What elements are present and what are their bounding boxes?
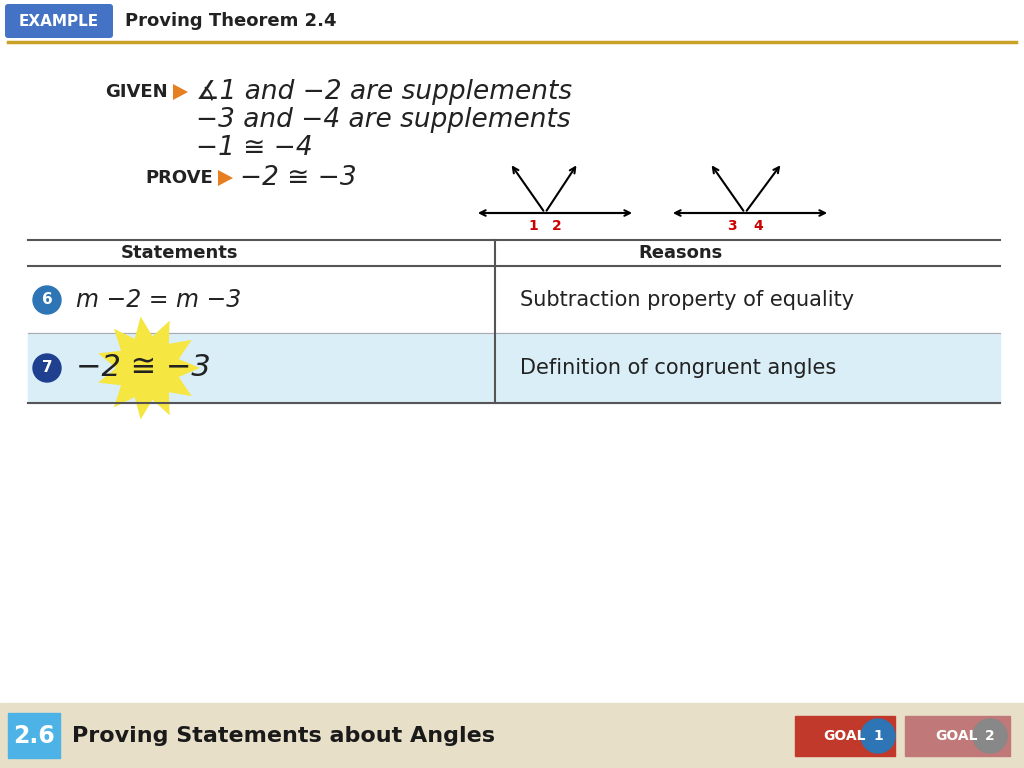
Text: Proving Statements about Angles: Proving Statements about Angles <box>72 726 495 746</box>
Bar <box>8 713 60 758</box>
Text: −1 ≅ −4: −1 ≅ −4 <box>196 135 312 161</box>
Text: m −2 = m −3: m −2 = m −3 <box>76 288 242 312</box>
Text: Definition of congruent angles: Definition of congruent angles <box>520 358 837 378</box>
Bar <box>795 716 895 756</box>
Text: GIVEN: GIVEN <box>105 83 168 101</box>
Polygon shape <box>218 170 233 186</box>
Text: ∡1 and −2 are supplements: ∡1 and −2 are supplements <box>196 79 572 105</box>
Text: 2: 2 <box>552 219 562 233</box>
Bar <box>28 333 1000 403</box>
Circle shape <box>33 286 61 314</box>
Text: 3: 3 <box>727 219 737 233</box>
Text: 1: 1 <box>873 729 883 743</box>
Circle shape <box>973 719 1007 753</box>
Text: PROVE: PROVE <box>145 169 213 187</box>
Text: 2: 2 <box>985 729 995 743</box>
Text: 1: 1 <box>528 219 538 233</box>
Text: Subtraction property of equality: Subtraction property of equality <box>520 290 854 310</box>
Circle shape <box>861 719 895 753</box>
Text: 4: 4 <box>753 219 763 233</box>
Text: EXAMPLE: EXAMPLE <box>18 14 99 28</box>
Circle shape <box>33 354 61 382</box>
Text: GOAL: GOAL <box>936 729 978 743</box>
Polygon shape <box>98 316 200 419</box>
Text: 7: 7 <box>42 360 52 376</box>
Text: GOAL: GOAL <box>823 729 866 743</box>
Text: Reasons: Reasons <box>638 244 722 262</box>
Bar <box>905 716 1010 756</box>
Text: 6: 6 <box>42 293 52 307</box>
Polygon shape <box>173 84 188 100</box>
Text: Statements: Statements <box>121 244 239 262</box>
Text: −3 and −4 are supplements: −3 and −4 are supplements <box>196 107 570 133</box>
Text: 2.6: 2.6 <box>13 724 55 748</box>
Text: −2 ≅ −3: −2 ≅ −3 <box>76 353 211 382</box>
Bar <box>0 703 1024 768</box>
FancyBboxPatch shape <box>5 4 113 38</box>
Text: −2 ≅ −3: −2 ≅ −3 <box>240 165 356 191</box>
Text: Proving Theorem 2.4: Proving Theorem 2.4 <box>125 12 337 30</box>
